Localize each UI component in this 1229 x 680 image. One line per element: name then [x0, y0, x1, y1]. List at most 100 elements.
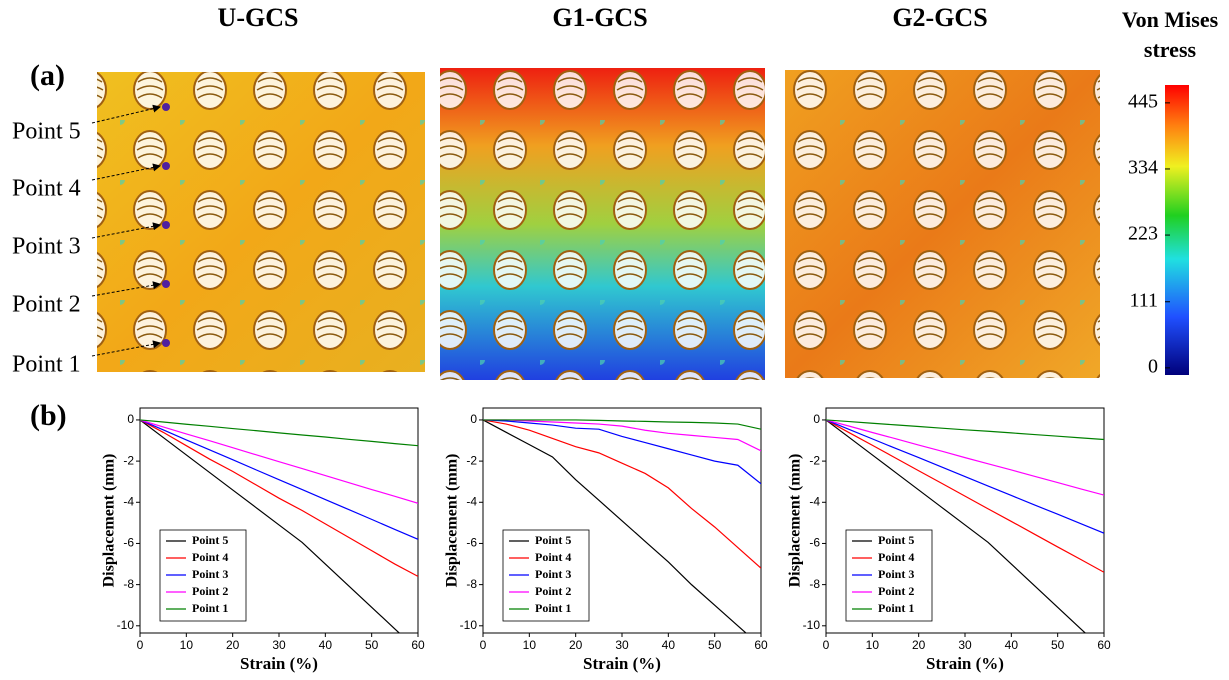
line — [140, 419, 418, 447]
y-tick-label: -6 — [809, 536, 820, 550]
y-tick-label: -6 — [466, 536, 477, 550]
x-tick-label: 50 — [365, 638, 379, 652]
line — [826, 419, 1104, 534]
x-tick-label: 40 — [319, 638, 333, 652]
point-label: Point 5 — [12, 119, 81, 145]
point-label: Point 4 — [12, 176, 81, 202]
arrow — [91, 340, 161, 357]
render-title: U-GCS — [218, 3, 299, 32]
x-tick-label: 60 — [754, 638, 768, 652]
x-tick-label: 10 — [523, 638, 537, 652]
legend-label: Point 1 — [535, 601, 571, 615]
colorbar-tick-label: 111 — [1129, 289, 1158, 311]
legend-label: Point 3 — [535, 567, 571, 581]
render-title: G2-GCS — [892, 3, 987, 32]
legend-label: Point 3 — [192, 567, 228, 581]
point-label: Point 2 — [12, 292, 81, 318]
panel-label: (b) — [30, 399, 67, 432]
y-tick-label: -8 — [123, 577, 134, 591]
legend-label: Point 4 — [878, 550, 914, 564]
line — [483, 419, 761, 485]
line — [483, 419, 747, 633]
arrow — [91, 222, 161, 239]
point-dot — [162, 162, 170, 170]
arrow — [91, 281, 161, 297]
x-axis-label: Strain (%) — [926, 654, 1004, 673]
point-dot — [162, 221, 170, 229]
render-title: G1-GCS — [552, 3, 647, 32]
point-label: Point 3 — [12, 234, 81, 260]
render-u-gcs — [97, 72, 425, 372]
x-tick-label: 20 — [912, 638, 926, 652]
y-tick-label: -4 — [466, 494, 477, 508]
x-tick-label: 0 — [137, 638, 144, 652]
legend-label: Point 2 — [192, 584, 228, 598]
line — [826, 419, 1104, 441]
line — [826, 419, 1087, 633]
point-dot — [162, 339, 170, 347]
line — [140, 419, 418, 540]
y-tick-label: 0 — [813, 412, 820, 426]
y-tick-label: -6 — [123, 536, 134, 550]
x-tick-label: 40 — [662, 638, 676, 652]
arrow — [91, 163, 161, 181]
lines — [483, 419, 761, 633]
y-tick-label: 0 — [470, 412, 477, 426]
legend-label: Point 5 — [535, 533, 571, 547]
panel-label: (a) — [30, 59, 65, 92]
y-tick-label: -10 — [460, 618, 478, 632]
y-tick-label: -2 — [809, 453, 820, 467]
x-axis-label: Strain (%) — [240, 654, 318, 673]
y-tick-label: 0 — [127, 412, 134, 426]
point-label: Point 1 — [12, 352, 81, 378]
line — [826, 419, 1104, 573]
y-tick-label: -2 — [123, 453, 134, 467]
x-tick-label: 0 — [823, 638, 830, 652]
colorbar — [1165, 85, 1189, 375]
colorbar-title-line: Von Mises — [1122, 7, 1219, 32]
line — [483, 419, 761, 569]
arrow — [91, 104, 161, 124]
colorbar-tick-label: 0 — [1148, 355, 1158, 377]
legend-label: Point 5 — [878, 533, 914, 547]
x-tick-label: 10 — [180, 638, 194, 652]
x-tick-label: 20 — [226, 638, 240, 652]
point-dot — [162, 103, 170, 111]
x-tick-label: 30 — [615, 638, 629, 652]
x-tick-label: 60 — [1097, 638, 1111, 652]
y-axis-label: Displacement (mm) — [444, 454, 461, 588]
line — [483, 419, 761, 452]
x-tick-label: 10 — [866, 638, 880, 652]
y-axis-label: Displacement (mm) — [787, 454, 804, 588]
x-tick-label: 40 — [1005, 638, 1019, 652]
legend-label: Point 4 — [535, 550, 571, 564]
x-tick-label: 60 — [411, 638, 425, 652]
x-tick-label: 30 — [958, 638, 972, 652]
x-tick-label: 0 — [480, 638, 487, 652]
legend-label: Point 4 — [192, 550, 228, 564]
legend-label: Point 5 — [192, 533, 228, 547]
x-tick-label: 30 — [272, 638, 286, 652]
line — [140, 419, 418, 577]
y-tick-label: -10 — [803, 618, 821, 632]
lines — [826, 419, 1104, 633]
legend-label: Point 2 — [535, 584, 571, 598]
colorbar-tick-label: 223 — [1128, 223, 1158, 245]
colorbar-title: Von Mises stress — [1122, 7, 1219, 62]
line — [140, 419, 418, 504]
legend-label: Point 2 — [878, 584, 914, 598]
y-tick-label: -4 — [809, 494, 820, 508]
line — [483, 419, 761, 430]
legend-label: Point 1 — [878, 601, 914, 615]
legend-label: Point 1 — [192, 601, 228, 615]
y-tick-label: -8 — [809, 577, 820, 591]
point-dot — [162, 280, 170, 288]
y-axis-label: Displacement (mm) — [101, 454, 118, 588]
colorbar-title-line: stress — [1144, 37, 1197, 62]
render-g1-gcs — [440, 68, 765, 380]
x-tick-label: 50 — [708, 638, 722, 652]
line — [140, 419, 401, 633]
x-axis-label: Strain (%) — [583, 654, 661, 673]
